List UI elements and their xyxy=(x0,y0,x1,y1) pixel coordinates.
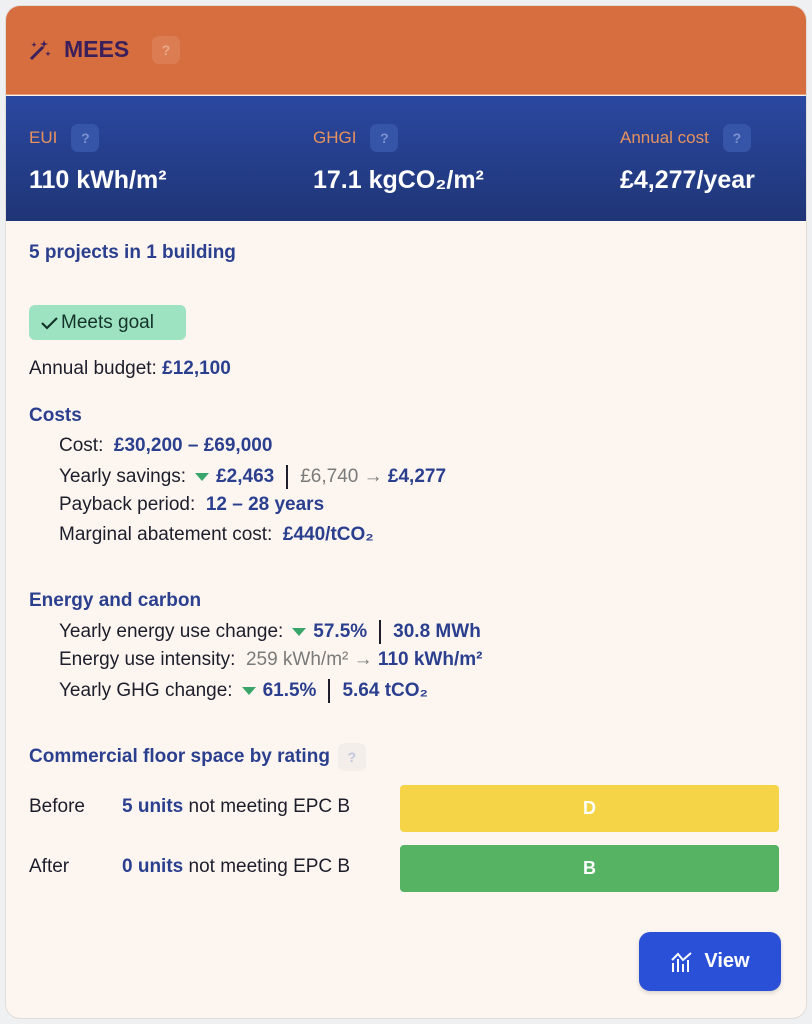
rating-label: After xyxy=(29,856,70,877)
badge-text: Meets goal xyxy=(61,311,154,333)
label: Cost: xyxy=(59,435,104,456)
heading-text: Commercial floor space by rating xyxy=(29,746,330,767)
rating-label: Before xyxy=(29,796,85,817)
metric-value: 110 kWh/m² xyxy=(29,166,167,194)
wand-icon xyxy=(29,40,51,61)
rating-bar: B xyxy=(400,845,779,892)
help-button[interactable]: ? xyxy=(152,36,180,64)
label: Annual budget: xyxy=(29,358,157,379)
rating-bar: D xyxy=(400,785,779,832)
label: Payback period: xyxy=(59,494,196,515)
separator xyxy=(379,620,382,644)
separator xyxy=(286,465,289,489)
metric: GHGI? 17.1 kgCO₂/m² xyxy=(313,124,484,195)
value: £30,200 – £69,000 xyxy=(113,435,273,456)
amount: 30.8 MWh xyxy=(393,621,481,642)
arrow: → xyxy=(363,466,383,487)
metric-label: EUI xyxy=(29,128,58,147)
to: 110 kWh/m² xyxy=(377,649,483,670)
view-button[interactable]: View xyxy=(639,932,781,991)
metric-label: Annual cost xyxy=(620,128,709,147)
units: 0 units xyxy=(122,856,184,877)
row: Energy use intensity: 259 kWh/m² → 110 k… xyxy=(59,649,482,671)
label: Marginal abatement cost: xyxy=(59,524,273,545)
section-heading: Commercial floor space by rating? xyxy=(29,743,366,771)
budget-row: Annual budget: £12,100 xyxy=(29,358,231,380)
card-title: MEES xyxy=(64,36,130,62)
value: 61.5% xyxy=(262,680,317,701)
rating-text: 0 units not meeting EPC B xyxy=(122,856,350,878)
label: Yearly energy use change: xyxy=(59,621,284,642)
metrics-band: EUI? 110 kWh/m² GHGI? 17.1 kgCO₂/m² Annual… xyxy=(6,96,806,221)
text: not meeting EPC B xyxy=(188,796,351,817)
value: 12 – 28 years xyxy=(205,494,325,515)
section-heading: Costs xyxy=(29,405,82,426)
help-button[interactable]: ? xyxy=(71,124,100,152)
help-button[interactable]: ? xyxy=(337,743,366,771)
amount: 5.64 tCO₂ xyxy=(342,680,428,701)
row: Cost: £30,200 – £69,000 xyxy=(59,435,272,457)
down-icon xyxy=(292,628,307,636)
row: Marginal abatement cost: £440/tCO₂ xyxy=(59,524,374,546)
value: 57.5% xyxy=(313,621,368,642)
row: Yearly savings: £2,463 £6,740 → £4,277 xyxy=(59,465,446,489)
metric: EUI? 110 kWh/m² xyxy=(29,124,167,195)
metric-label: GHGI xyxy=(313,128,357,147)
to: £4,277 xyxy=(387,466,447,487)
label: Energy use intensity: xyxy=(59,649,236,670)
from: 259 kWh/m² xyxy=(245,649,349,670)
separator xyxy=(328,679,331,703)
row: Payback period: 12 – 28 years xyxy=(59,494,324,516)
value: £12,100 xyxy=(162,358,231,379)
rating-text: 5 units not meeting EPC B xyxy=(122,796,350,818)
row: Yearly energy use change: 57.5% 30.8 MWh xyxy=(59,620,481,644)
row: Yearly GHG change: 61.5% 5.64 tCO₂ xyxy=(59,679,428,703)
help-button[interactable]: ? xyxy=(370,124,399,152)
from: £6,740 xyxy=(300,466,359,487)
label: Yearly savings: xyxy=(59,466,187,487)
down-icon xyxy=(241,687,256,695)
value: £2,463 xyxy=(216,466,275,487)
section-heading: Energy and carbon xyxy=(29,590,202,611)
arrow: → xyxy=(353,649,373,670)
card-header: MEES ? xyxy=(6,6,806,95)
metric-value: £4,277/year xyxy=(620,166,755,194)
text: not meeting EPC B xyxy=(188,856,351,877)
value: £440/tCO₂ xyxy=(282,524,374,545)
goal-badge: Meets goal xyxy=(29,305,186,340)
units: 5 units xyxy=(122,796,184,817)
down-icon xyxy=(195,473,210,481)
label: Yearly GHG change: xyxy=(59,680,233,701)
chart-icon xyxy=(671,951,693,972)
check-icon xyxy=(41,316,58,330)
summary: 5 projects in 1 building xyxy=(29,242,236,263)
mees-card: MEES ? EUI? 110 kWh/m² GHGI? 17.1 kgCO₂/m²… xyxy=(6,6,806,1018)
help-button[interactable]: ? xyxy=(722,124,751,152)
metric-value: 17.1 kgCO₂/m² xyxy=(313,166,484,194)
metric: Annual cost? £4,277/year xyxy=(620,124,755,195)
button-label: View xyxy=(704,950,750,972)
